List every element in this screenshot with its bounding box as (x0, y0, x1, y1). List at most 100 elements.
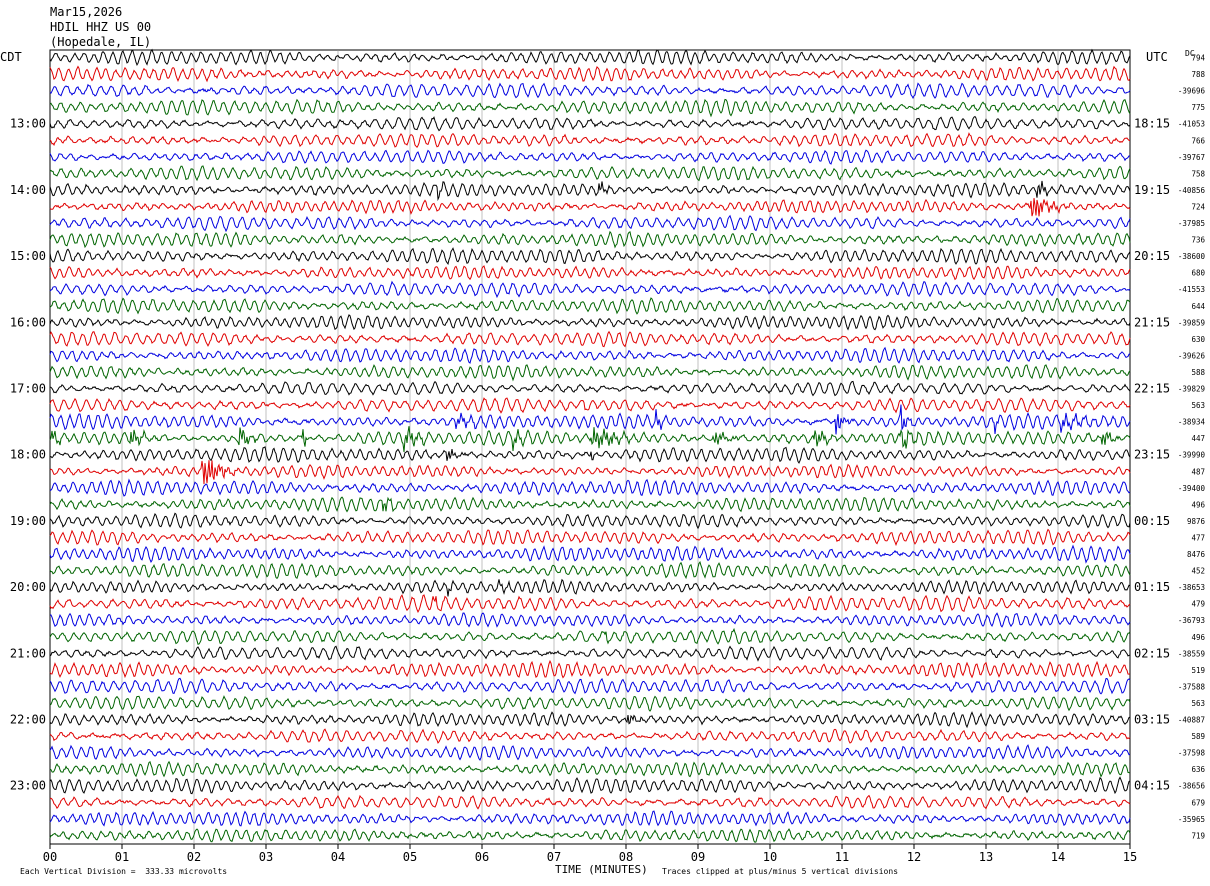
cdt-hour-label: 15:00 (10, 249, 46, 263)
cdt-hour-label: 19:00 (10, 514, 46, 528)
seismic-trace (49, 627, 1131, 645)
dc-offset-label: 447 (1191, 434, 1205, 443)
seismic-trace (49, 776, 1131, 795)
plot-frame (49, 49, 1131, 845)
seismic-trace (49, 397, 1131, 414)
seismic-trace (49, 695, 1131, 712)
seismic-trace (49, 828, 1131, 843)
seismic-trace (49, 364, 1131, 382)
x-tick-label: 08 (619, 850, 633, 864)
utc-hour-label: 02:15 (1134, 646, 1170, 660)
utc-hour-label: 18:15 (1134, 117, 1170, 131)
seismic-trace (49, 594, 1131, 614)
x-tick-label: 02 (187, 850, 201, 864)
x-tick-label: 11 (835, 850, 849, 864)
seismic-trace (49, 98, 1131, 118)
dc-offset-label: 563 (1191, 401, 1205, 410)
dc-offset-label: 487 (1191, 467, 1205, 476)
utc-hour-label: 22:15 (1134, 382, 1170, 396)
seismic-trace (49, 404, 1131, 435)
dc-offset-label: -38559 (1178, 649, 1205, 658)
dc-offset-label: -38653 (1178, 583, 1205, 592)
dc-offset-label: 496 (1191, 633, 1205, 642)
plot-date: Mar15,2026 (50, 5, 123, 19)
dc-offset-label: 644 (1191, 302, 1205, 311)
seismic-trace (49, 115, 1131, 132)
x-tick-label: 04 (331, 850, 345, 864)
x-tick-label: 15 (1123, 850, 1137, 864)
cdt-hour-label: 23:00 (10, 779, 46, 793)
seismic-trace (49, 544, 1131, 564)
seismic-trace (49, 247, 1131, 266)
dc-offset-label: -39829 (1178, 385, 1205, 394)
cdt-hour-label: 21:00 (10, 646, 46, 660)
dc-offset-label: 452 (1191, 567, 1205, 576)
seismic-trace (49, 711, 1131, 729)
seismic-trace (49, 330, 1131, 348)
dc-offset-header: DC (1185, 49, 1195, 58)
cdt-hour-label: 20:00 (10, 580, 46, 594)
seismic-trace (49, 48, 1131, 67)
cdt-hour-label: 17:00 (10, 382, 46, 396)
dc-offset-label: -38934 (1178, 418, 1206, 427)
utc-hour-label: 04:15 (1134, 779, 1170, 793)
seismic-trace (49, 659, 1131, 679)
dc-offset-label: -41053 (1178, 120, 1205, 129)
x-tick-label: 13 (979, 850, 993, 864)
x-tick-label: 03 (259, 850, 273, 864)
seismic-trace (49, 132, 1131, 148)
dc-offset-label: 519 (1191, 666, 1205, 675)
dc-offset-label: -37985 (1178, 219, 1205, 228)
station-code: HDIL HHZ US 00 (50, 20, 152, 34)
dc-offset-label: 9876 (1187, 517, 1206, 526)
seismic-trace (49, 760, 1131, 778)
dc-offset-label: 736 (1191, 236, 1205, 245)
cdt-hour-label: 16:00 (10, 315, 46, 329)
dc-offset-label: 719 (1191, 831, 1205, 840)
dc-offset-label: 766 (1191, 136, 1205, 145)
cdt-hour-label: 18:00 (10, 448, 46, 462)
seismic-trace (49, 280, 1131, 299)
left-timezone-label: CDT (0, 50, 22, 64)
x-tick-label: 14 (1051, 850, 1065, 864)
seismic-trace (49, 65, 1131, 83)
dc-offset-label: 563 (1191, 699, 1205, 708)
dc-offset-label: 680 (1191, 269, 1205, 278)
scale-note: Each Vertical Division = 333.33 microvol… (20, 867, 228, 876)
seismic-trace (49, 460, 1131, 485)
dc-offset-label: 758 (1191, 169, 1205, 178)
seismic-trace (49, 645, 1131, 662)
seismic-trace (49, 82, 1131, 99)
x-tick-label: 01 (115, 850, 129, 864)
seismic-trace (49, 478, 1131, 497)
cdt-hour-label: 14:00 (10, 183, 46, 197)
seismic-trace (49, 149, 1131, 165)
dc-offset-label: 636 (1191, 765, 1205, 774)
x-tick-label: 10 (763, 850, 777, 864)
dc-offset-label: -37598 (1178, 749, 1206, 758)
dc-offset-label: -38600 (1178, 252, 1206, 261)
x-tick-label: 06 (475, 850, 489, 864)
x-tick-label: 09 (691, 850, 705, 864)
dc-offset-label: 588 (1191, 368, 1205, 377)
utc-hour-label: 19:15 (1134, 183, 1170, 197)
seismic-trace (49, 561, 1131, 580)
dc-offset-label: -39990 (1178, 451, 1206, 460)
dc-offset-label: 679 (1191, 798, 1205, 807)
utc-hour-label: 21:15 (1134, 315, 1170, 329)
right-timezone-label: UTC (1146, 50, 1168, 64)
utc-hour-label: 03:15 (1134, 713, 1170, 727)
dc-offset-label: -39626 (1178, 351, 1206, 360)
seismic-trace (49, 346, 1131, 364)
dc-offset-label: 589 (1191, 732, 1205, 741)
seismic-trace (49, 677, 1131, 695)
dc-offset-label: 775 (1191, 103, 1205, 112)
cdt-hour-label: 22:00 (10, 713, 46, 727)
dc-offset-label: 496 (1191, 500, 1205, 509)
dc-offset-label: 8476 (1187, 550, 1206, 559)
dc-offset-label: -41553 (1178, 285, 1205, 294)
dc-offset-label: 794 (1191, 54, 1205, 63)
seismic-trace (49, 265, 1131, 281)
utc-hour-label: 01:15 (1134, 580, 1170, 594)
